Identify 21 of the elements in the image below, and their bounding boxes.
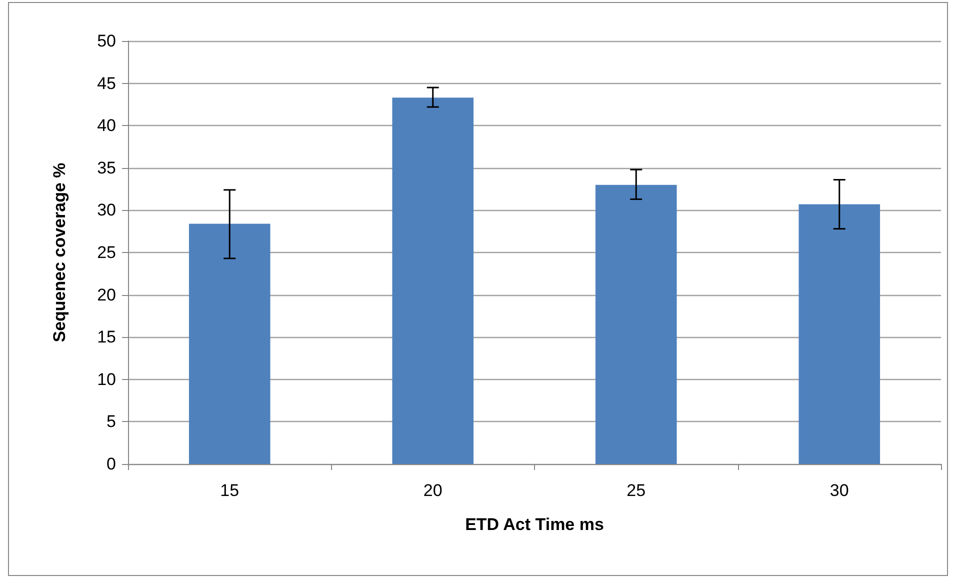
bar xyxy=(392,98,474,464)
x-axis-title: ETD Act Time ms xyxy=(465,515,604,534)
y-tick-label: 25 xyxy=(97,243,116,262)
y-tick-label: 30 xyxy=(97,200,116,220)
y-tick-label: 35 xyxy=(97,158,116,178)
bar xyxy=(188,224,270,464)
y-tick-label: 0 xyxy=(106,454,116,474)
y-tick-label: 20 xyxy=(97,285,116,304)
bar xyxy=(595,184,677,464)
y-axis-title: Sequenec coverage % xyxy=(50,162,69,342)
y-tick-label: 5 xyxy=(106,412,116,432)
x-tick-label: 20 xyxy=(423,481,442,500)
y-tick-label: 50 xyxy=(97,32,116,50)
x-tick-label: 25 xyxy=(626,481,646,500)
y-tick-label: 40 xyxy=(97,116,116,136)
x-tick-label: 30 xyxy=(830,481,849,500)
y-tick-label: 15 xyxy=(97,328,116,347)
x-tick-label: 15 xyxy=(220,481,240,500)
y-tick-label: 45 xyxy=(97,74,116,93)
bar xyxy=(798,204,880,464)
y-tick-label: 10 xyxy=(97,370,116,389)
